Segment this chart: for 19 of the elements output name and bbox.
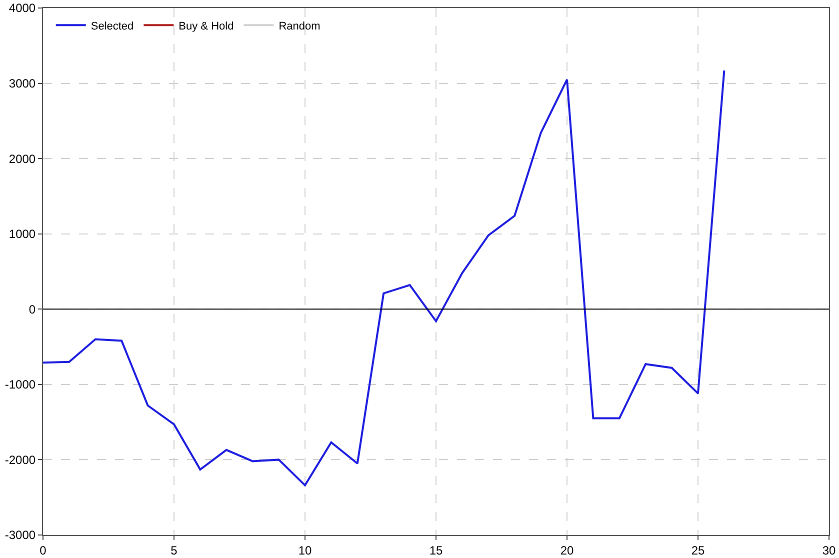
y-tick-label: 1000 <box>8 227 36 242</box>
y-tick-label: -1000 <box>4 378 36 392</box>
x-tick-label: 25 <box>691 543 705 558</box>
x-tick-label: 10 <box>298 543 312 558</box>
y-tick-label: 4000 <box>8 1 36 16</box>
y-tick-label: 3000 <box>8 76 36 90</box>
x-tick-label: 0 <box>40 543 47 558</box>
x-tick-label: 15 <box>429 543 443 558</box>
legend-label: Random <box>278 20 320 32</box>
y-tick-label: 2000 <box>8 152 36 166</box>
line-series <box>43 69 726 486</box>
y-tick-label: 0 <box>28 302 36 316</box>
x-tick-label: 5 <box>170 543 178 558</box>
x-tick-label: 20 <box>560 543 574 558</box>
x-tick-label: 30 <box>822 543 836 558</box>
y-tick-label: -3000 <box>4 528 36 542</box>
legend-label: Buy & Hold <box>178 20 234 32</box>
legend-label: Selected <box>90 20 134 32</box>
y-tick-label: -2000 <box>4 452 36 467</box>
